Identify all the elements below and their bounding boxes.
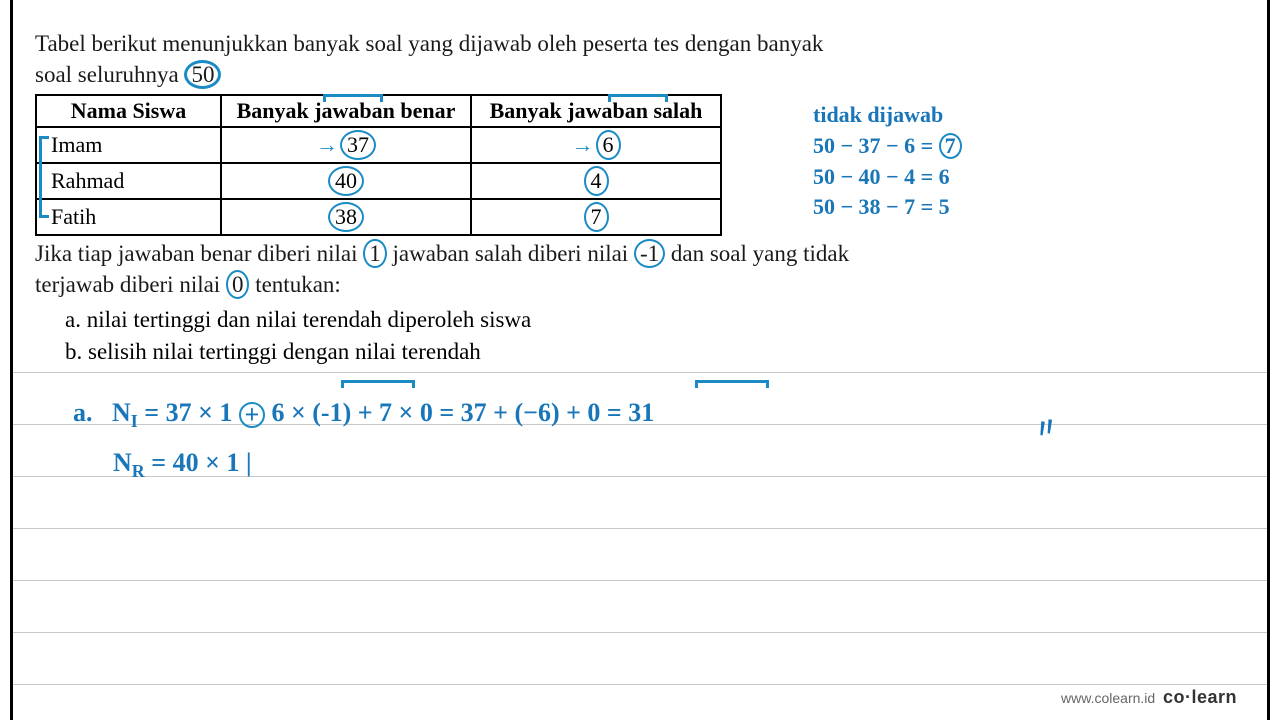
side-note-result-circled: 7 [939,133,962,159]
side-note-expr: 50 − 38 − 7 = [813,194,933,219]
val-correct-circled: 1 [363,239,387,268]
tick-marks: 〃 [1029,405,1064,447]
circled-value: 37 [340,130,376,160]
arrow-icon: → [572,132,594,157]
work-subscript: R [132,462,145,482]
bracket-over-salah [608,94,668,102]
work-label: a. [73,398,93,427]
th-name: Nama Siswa [36,95,221,127]
work-expr: 6 × (-1) + 7 × 0 = 37 + (−6) + 0 = 31 [271,398,654,427]
rule-text: dan soal yang tidak [671,241,849,266]
footer-url: www.colearn.id [1061,690,1155,706]
rule-text: Jika tiap jawaban benar diberi nilai [35,241,358,266]
side-note-line: 50 − 40 − 4 = 6 [813,162,962,193]
side-note-result: 6 [939,164,950,189]
page-frame: Tabel berikut menunjukkan banyak soal ya… [10,0,1270,720]
circled-value: 7 [584,202,609,232]
bracket-over-term2 [695,380,769,388]
val-blank-circled: 0 [226,270,250,299]
work-line-b: NR = 40 × 1 | [113,438,654,488]
circled-value: 40 [328,166,364,196]
question-list: a. nilai tertinggi dan nilai terendah di… [65,304,1245,368]
cell-correct: →37 [221,127,471,163]
total-questions-circled: 50 [184,60,221,89]
side-note-line: 50 − 37 − 6 = 7 [813,131,962,162]
side-notes-title: tidak dijawab [813,100,962,131]
bracket-over-term1 [341,380,415,388]
table-row: Imam →37 →6 [36,127,721,163]
bracket-left-rows [39,136,49,218]
rule-text: tentukan: [255,272,341,297]
footer: www.colearn.id co·learn [1061,687,1237,708]
cell-wrong: 4 [471,163,721,199]
rule-text: jawaban salah diberi nilai [393,241,629,266]
cell-wrong: 7 [471,199,721,235]
bracket-over-benar [323,94,383,102]
cell-name: Fatih [36,199,221,235]
circled-value: 6 [596,130,621,160]
cell-correct: 40 [221,163,471,199]
work-var: N [112,398,131,427]
work-subscript: I [131,411,138,431]
work-expr: = 40 × 1 | [151,448,251,477]
rule-text: terjawab diberi nilai [35,272,220,297]
question-a: a. nilai tertinggi dan nilai terendah di… [65,304,1245,336]
work-line-a: a. NI = 37 × 1 + 6 × (-1) + 7 × 0 = 37 +… [73,388,654,438]
problem-intro: Tabel berikut menunjukkan banyak soal ya… [35,28,1245,90]
cell-wrong: →6 [471,127,721,163]
arrow-icon: → [316,132,338,157]
work-expr: = 37 × 1 [144,398,239,427]
work-area: a. NI = 37 × 1 + 6 × (-1) + 7 × 0 = 37 +… [73,388,654,489]
data-table: Nama Siswa Banyak jawaban benar Banyak j… [35,94,722,236]
table-row: Rahmad 40 4 [36,163,721,199]
side-note-result: 5 [939,194,950,219]
table-row: Fatih 38 7 [36,199,721,235]
side-notes: tidak dijawab 50 − 37 − 6 = 7 50 − 40 − … [813,100,962,223]
work-var: N [113,448,132,477]
cell-name: Imam [36,127,221,163]
cell-name: Rahmad [36,163,221,199]
side-note-line: 50 − 38 − 7 = 5 [813,192,962,223]
cell-correct: 38 [221,199,471,235]
side-note-expr: 50 − 40 − 4 = [813,164,933,189]
circled-value: 4 [584,166,609,196]
circled-value: 38 [328,202,364,232]
plus-circled: + [239,402,265,428]
th-wrong: Banyak jawaban salah [471,95,721,127]
val-wrong-circled: -1 [634,239,665,268]
side-note-expr: 50 − 37 − 6 = [813,133,933,158]
footer-brand: co·learn [1163,687,1237,707]
intro-line1: Tabel berikut menunjukkan banyak soal ya… [35,31,823,56]
scoring-rule: Jika tiap jawaban benar diberi nilai 1 j… [35,238,1245,300]
intro-line2-prefix: soal seluruhnya [35,62,179,87]
question-b: b. selisih nilai tertinggi dengan nilai … [65,336,1245,368]
